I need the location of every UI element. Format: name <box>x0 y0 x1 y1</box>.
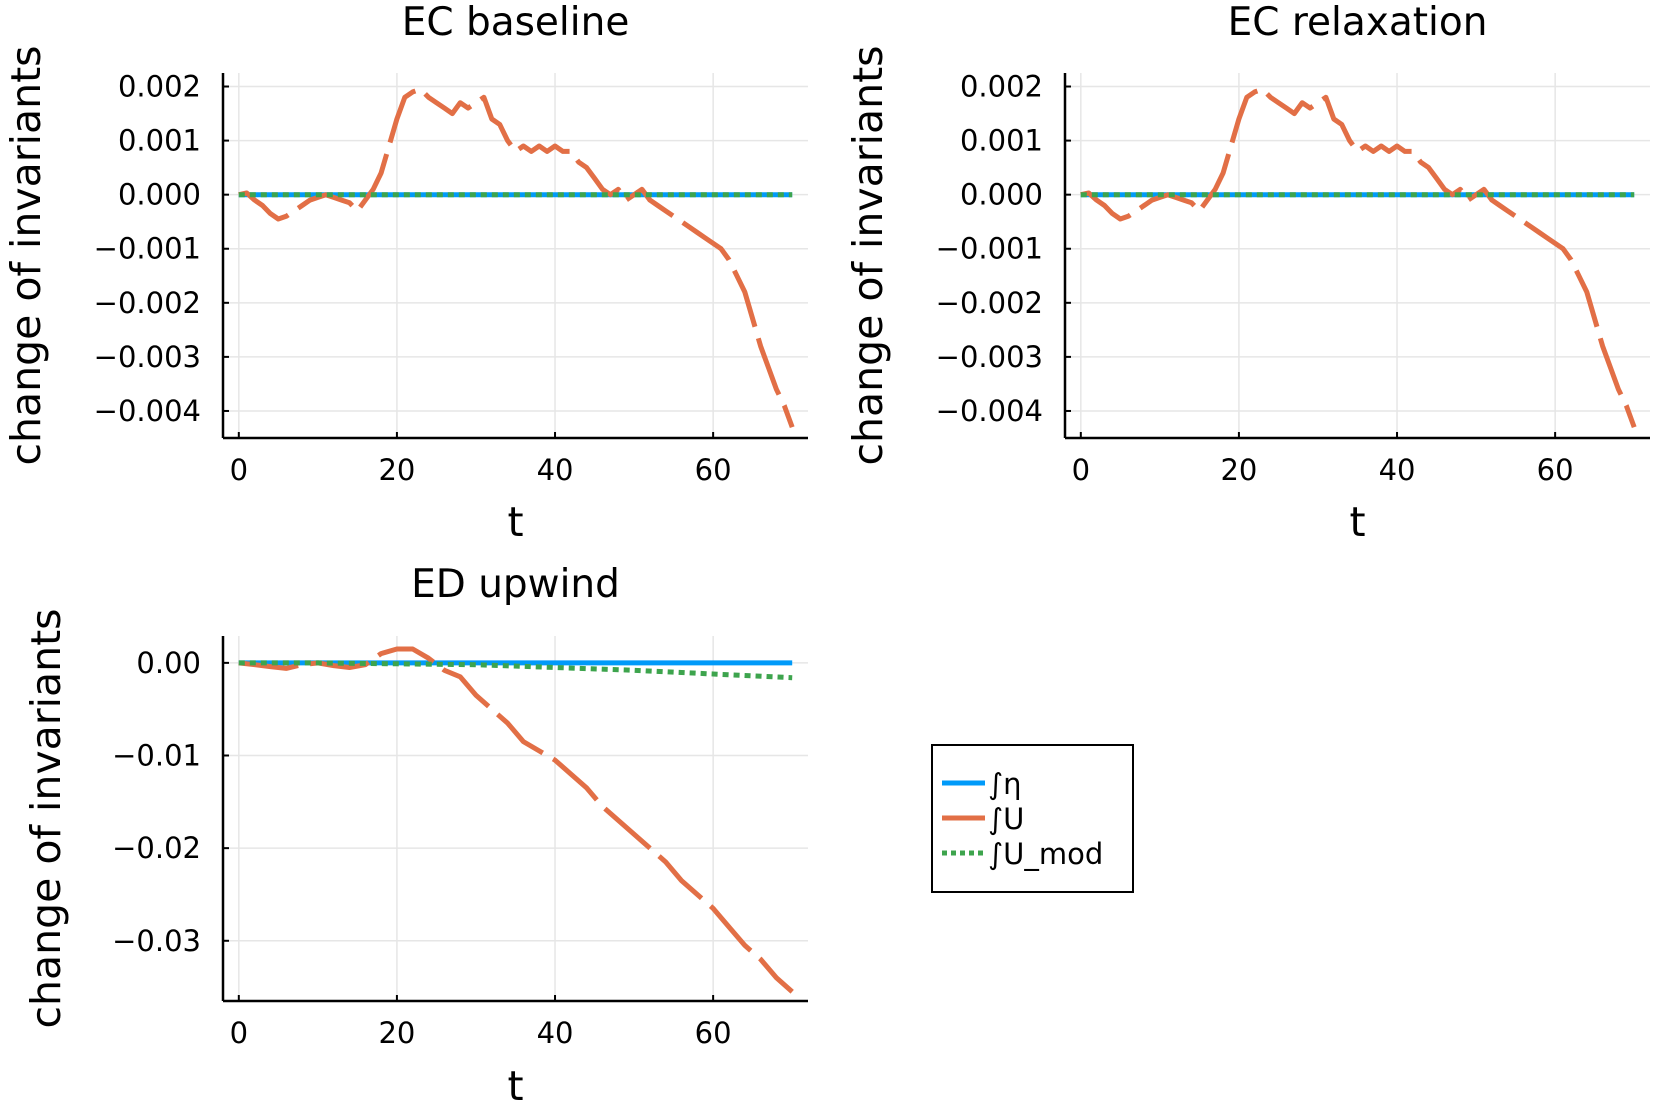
x-tick-label: 60 <box>695 1016 732 1050</box>
x-tick-label: 20 <box>378 453 415 487</box>
x-axis-label: t <box>507 1062 523 1107</box>
x-tick-label: 40 <box>537 453 574 487</box>
y-axis-label: change of invariants <box>2 45 50 465</box>
x-tick-label: 40 <box>537 1016 574 1050</box>
y-tick-label: 0.002 <box>960 70 1043 104</box>
x-tick-label: 0 <box>230 453 248 487</box>
y-tick-label: −0.02 <box>112 831 201 865</box>
legend-label-umod: ∫U_mod <box>988 837 1103 871</box>
chart-panel-2: 0 20 40 60 0.002 0.001 0.000 −0.001 −0.002 −0.003… <box>844 0 1650 546</box>
x-axis-label: t <box>1349 498 1365 546</box>
x-tick-label: 60 <box>695 453 732 487</box>
panel-title: EC relaxation <box>1228 0 1488 45</box>
y-tick-label: 0.001 <box>118 124 201 158</box>
y-tick-label: −0.03 <box>112 924 201 958</box>
panel-title: EC baseline <box>402 0 630 45</box>
y-tick-label: −0.004 <box>936 394 1043 428</box>
legend: ∫η ∫U ∫U_mod <box>931 744 1134 893</box>
y-tick-label: −0.004 <box>94 394 201 428</box>
y-tick-label: 0.000 <box>118 178 201 212</box>
legend-label-u: ∫U <box>988 802 1024 836</box>
y-tick-label: 0.00 <box>136 646 201 680</box>
x-tick-label: 40 <box>1379 453 1416 487</box>
legend-label-eta: ∫η <box>988 767 1022 801</box>
x-tick-label: 0 <box>230 1016 248 1050</box>
y-tick-label: −0.001 <box>936 232 1043 266</box>
x-tick-label: 20 <box>1220 453 1257 487</box>
chart-panel-1: 0 20 40 60 0.002 0.001 0.000 −0.001 −0.002 −0.003… <box>2 0 808 546</box>
y-tick-label: −0.003 <box>936 340 1043 374</box>
y-axis-label: change of invariants <box>844 45 892 465</box>
y-tick-label: −0.01 <box>112 739 201 773</box>
y-tick-label: 0.001 <box>960 124 1043 158</box>
y-tick-label: 0.002 <box>118 70 201 104</box>
y-axis-label: change of invariants <box>22 608 70 1028</box>
y-tick-label: −0.003 <box>94 340 201 374</box>
x-tick-label: 20 <box>378 1016 415 1050</box>
x-axis-label: t <box>507 498 523 546</box>
y-tick-label: −0.001 <box>94 232 201 266</box>
y-tick-label: −0.002 <box>94 286 201 320</box>
x-tick-label: 0 <box>1072 453 1090 487</box>
panel-title: ED upwind <box>411 562 620 607</box>
x-tick-label: 60 <box>1537 453 1574 487</box>
y-tick-label: 0.000 <box>960 178 1043 212</box>
series-line-umod <box>238 660 793 681</box>
y-tick-label: −0.002 <box>936 286 1043 320</box>
chart-panel-3: 0 20 40 60 0.00 −0.01 −0.02 −0.03 ED upwind t chan… <box>22 562 808 1107</box>
